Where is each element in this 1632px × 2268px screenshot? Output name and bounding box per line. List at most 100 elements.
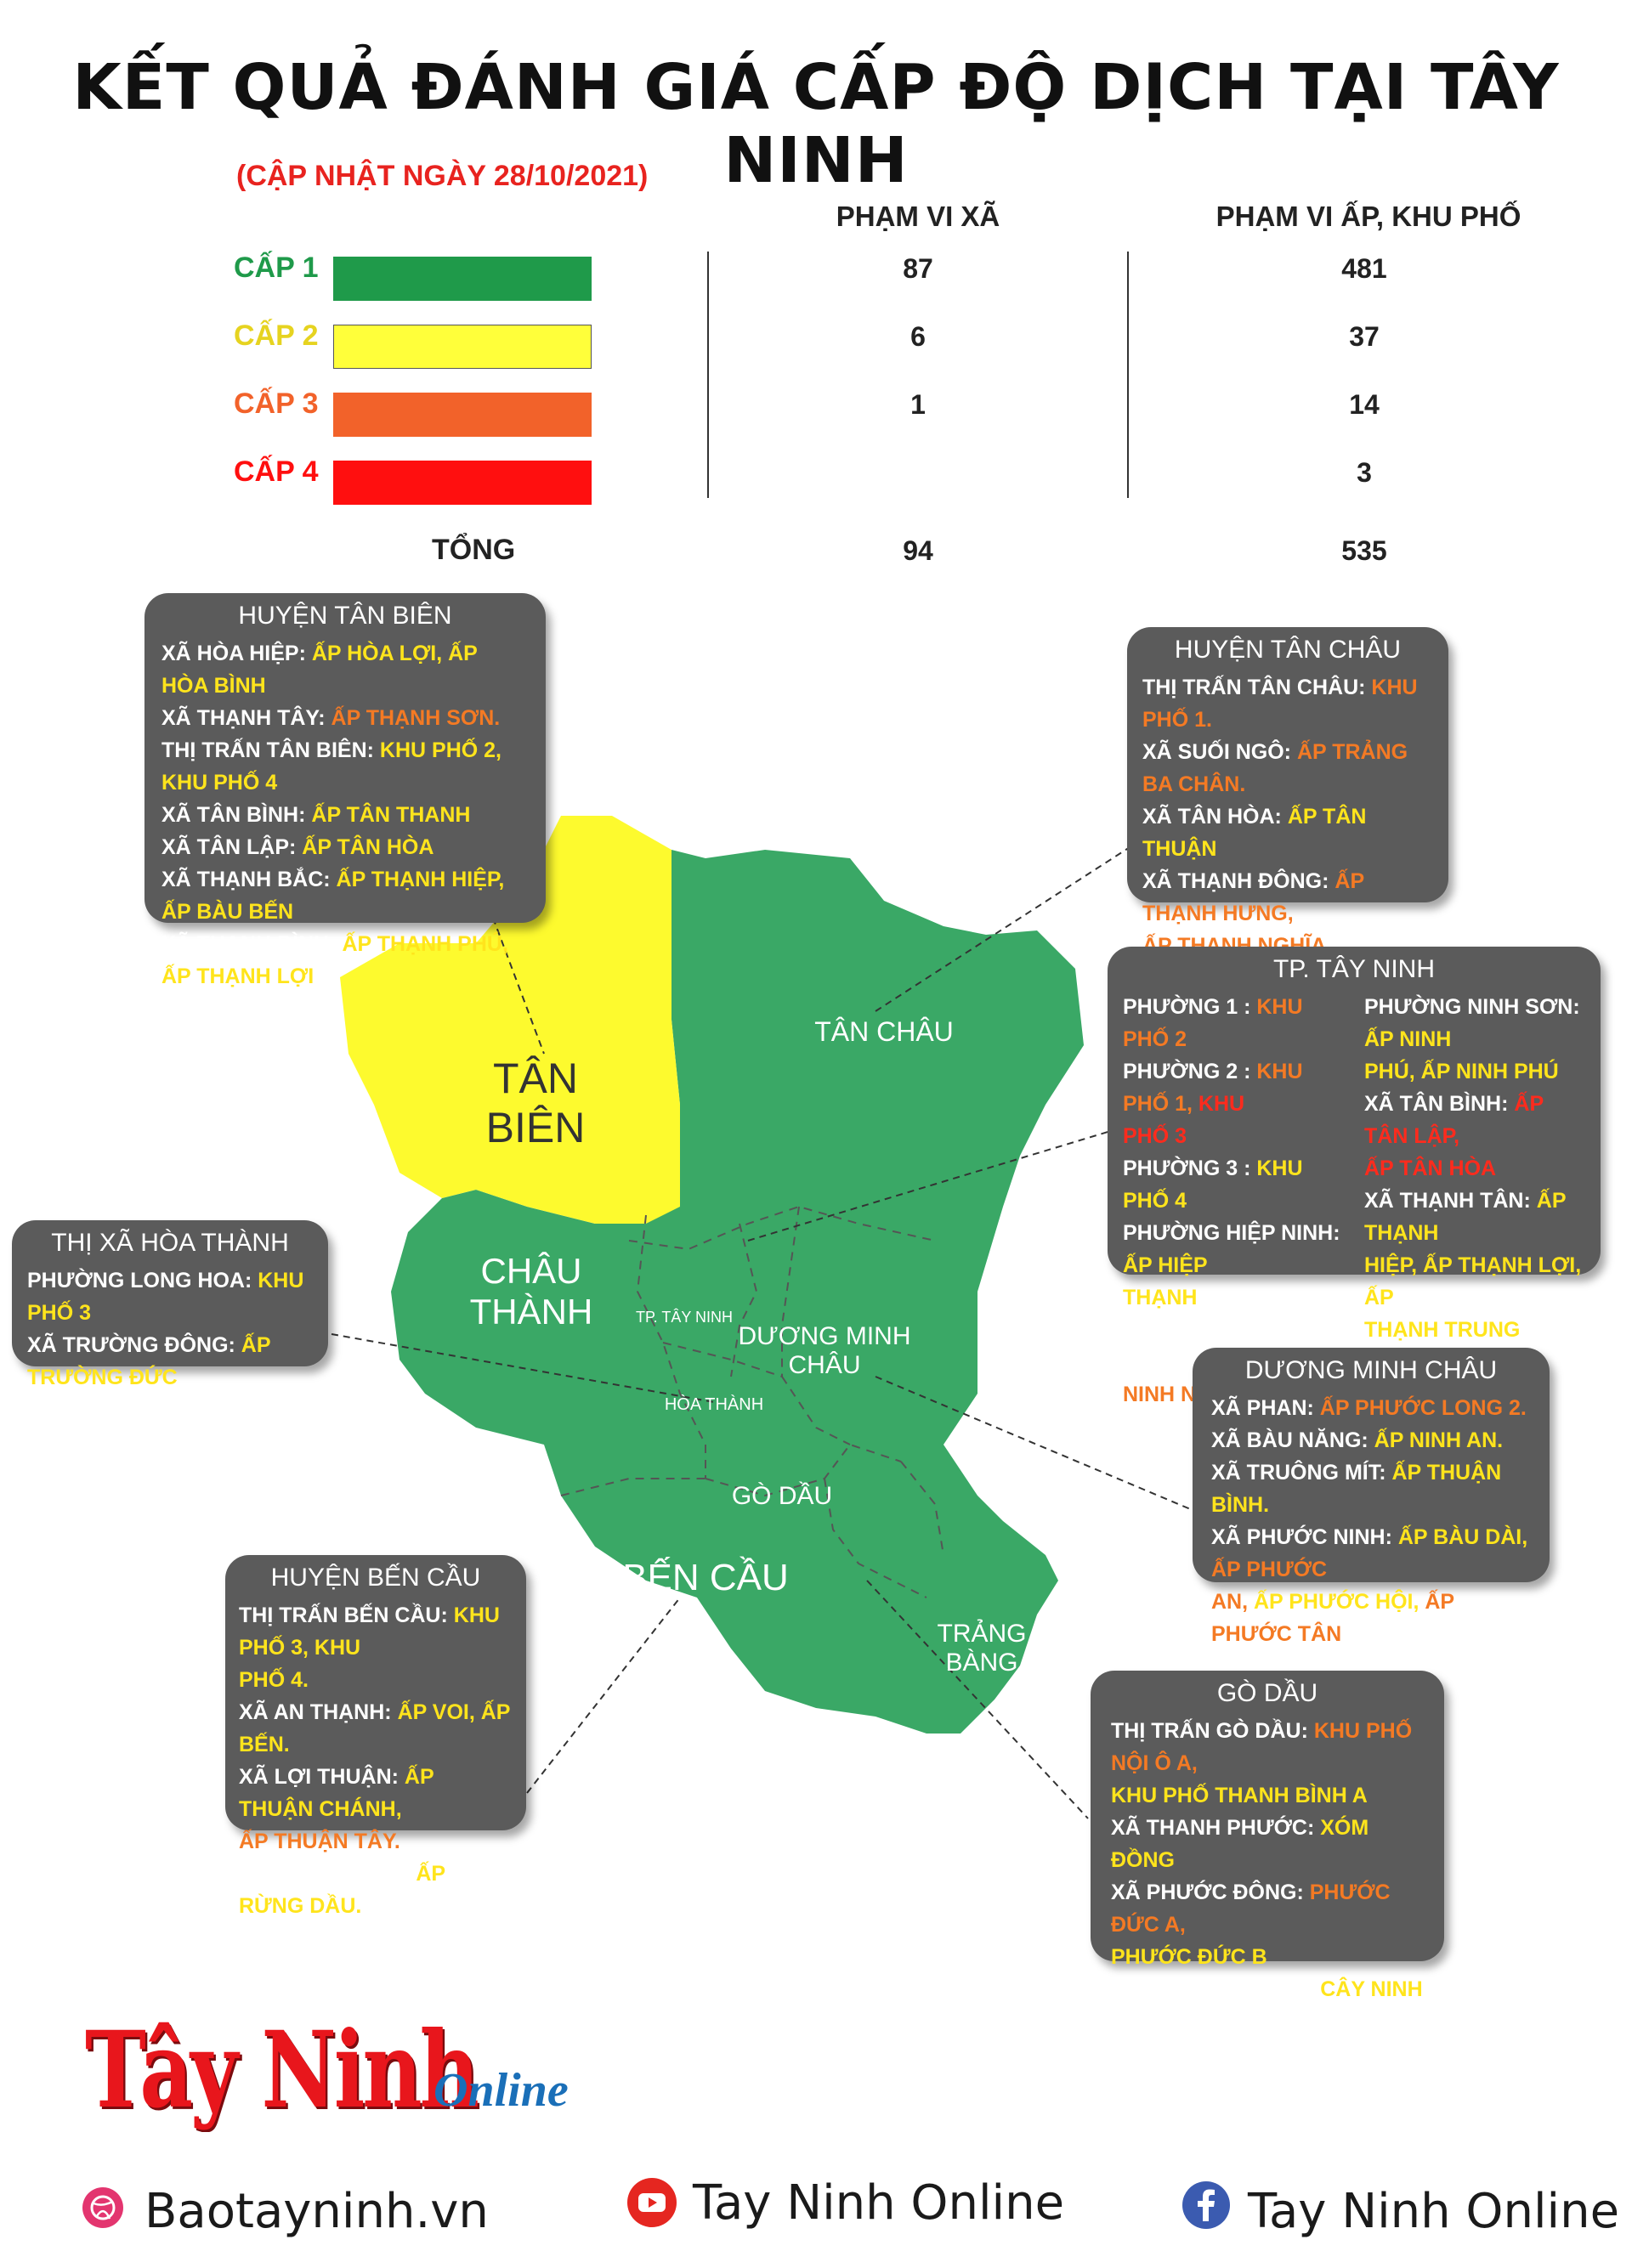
level-label: CẤP 2 [234,320,319,352]
panel-row: PHƯỜNG 2 : KHU PHỐ 1, KHU [1123,1055,1352,1120]
hamlet-name: ẤP TÂN THUẬN [1142,805,1367,861]
hamlet-name: ẤP PHƯỚC HỘI, [1254,1590,1425,1614]
hamlet-name: ẤP TRẢNG BA CHÂN. [1142,740,1408,796]
panel-row: XÃ TÂN BÌNH: ẤP TÂN THANH [162,799,529,831]
hamlet-name: KHU PHỐ 2 [1123,995,1303,1051]
level-hamlet-count: 481 [1341,253,1387,284]
panel-rows-left: PHƯỜNG 1 : KHU PHỐ 2 PHƯỜNG 2 : KHU PHỐ 1… [1123,991,1352,1411]
hamlet-name: THẠNH [1123,1286,1198,1309]
panel-row: THỊ TRẤN BẾN CẦU: KHU PHỐ 3, KHU [239,1599,513,1664]
hamlet-name: HIỆP, ẤP THẠNH LỢI, ẤP [1364,1253,1582,1309]
place-name: XÃ PHƯỚC TRẠCH: [1111,1977,1321,2001]
panel-row: XÃ THẠNH TÂN: ẤP THẠNH [1364,1185,1585,1249]
panel-row: XÃ TÂN HÒA: ẤP TÂN THUẬN [1142,800,1433,865]
hamlet-name: KHU PHỐ 3 [27,1269,304,1325]
map-label-line: TRẢNG [937,1620,1027,1648]
place-name: XÃ TÂN BÌNH: [162,803,312,827]
youtube-icon[interactable] [626,2177,677,2228]
hamlet-name: ẤP NINH [1364,1027,1452,1051]
place-name: THỊ TRẤN TÂN CHÂU: [1142,676,1372,699]
place-name: THỊ TRẤN BẾN CẦU: [239,1603,454,1627]
panel-row: XÃ LỢI THUẬN: ẤP THUẬN CHÁNH, [239,1761,513,1825]
level-hamlet-count: 37 [1349,321,1380,352]
divider [1127,252,1129,498]
place-name: THỊ TRẤN GÒ DẦU: [1111,1719,1314,1743]
logo-sub: Online [434,2064,569,2117]
place-name: XÃ HÒA HIỆP: [162,642,312,665]
youtube-link[interactable]: Tay Ninh Online [693,2175,1065,2231]
column-header-hamlet: PHẠM VI ẤP, KHU PHỐ [1216,201,1522,232]
panel-row: PHƯỜNG 3 : KHU PHỐ 4 [1123,1152,1352,1217]
hamlet-name: ẤP PHƯỚC TÂN [1211,1590,1454,1646]
panel-row: XÃ THẠNH ĐÔNG: ẤP THẠNH HƯNG, [1142,865,1433,930]
panel-row: XÃ TÂN LẬP: ẤP TÂN HÒA [162,831,529,863]
place-name: THỊ TRẤN TÂN BIÊN: [162,738,380,762]
hamlet-name: PHÚ, ẤP NINH PHÚ [1364,1060,1559,1083]
hamlet-name: ẤP NINH AN. [1374,1428,1504,1452]
hamlet-name: ẤP THẠNH PHÚ, ẤP THẠNH LỢI [162,932,508,988]
place-name: PHƯỜNG NINH THẠNH: [1123,1318,1278,1374]
place-name: XÃ TRƯỜNG ĐÔNG: [27,1333,241,1357]
panel-title: HUYỆN TÂN BIÊN [238,602,452,630]
level-color-swatch [333,257,592,301]
panel-row: PHƯỜNG LONG HOA: KHU PHỐ 3 [27,1264,313,1329]
panel-row: XÃ TIÊN THUẬN: ẤP RỪNG DẦU. [239,1858,513,1922]
hamlet-name: ẤP HIỆP [1123,1253,1208,1277]
hamlet-name: ẤP TÂN THANH [311,803,471,827]
panel-row: XÃ PHƯỚC NINH: ẤP BÀU DÀI, ẤP PHƯỚC [1211,1521,1531,1586]
hamlet-name: CÂY NINH [1320,1977,1423,2001]
panel-row: XÃ PHAN: ẤP PHƯỚC LONG 2. [1211,1392,1531,1424]
panel-row: THỊ TRẤN TÂN BIÊN: KHU PHỐ 2, KHU PHỐ 4 [162,734,529,799]
hamlet-name: KHU PHỐ 2, KHU PHỐ 4 [162,738,502,795]
map-regions [340,816,1084,1734]
total-label: TỔNG [432,534,516,566]
panel-row: XÃ AN THẠNH: ẤP VOI, ẤP BẾN. [239,1696,513,1761]
hamlet-name: KHU PHỐ 3, KHU [239,1603,500,1660]
level-color-swatch [333,393,592,437]
place-name: XÃ LỢI THUẬN: [239,1765,405,1789]
level-color-swatch [333,461,592,505]
panel-row: XÃ THẠNH BÌNH: ẤP THẠNH PHÚ, ẤP THẠNH LỢ… [162,928,529,993]
hamlet-name: ẤP HÒA LỢI, ẤP HÒA BÌNH [162,642,478,698]
hamlet-name: ẤP VOI, ẤP BẾN. [239,1700,511,1756]
hamlet-name: PHỐ 3 [1123,1124,1187,1148]
panel-rows: PHƯỜNG LONG HOA: KHU PHỐ 3 XÃ TRƯỜNG ĐÔNG… [27,1264,313,1394]
place-name: XÃ THẠNH BÌNH: [162,932,343,956]
panel-rows-right: PHƯỜNG NINH SƠN: ẤP NINH PHÚ, ẤP NINH PHÚ… [1364,991,1585,1411]
place-name: XÃ TÂN HÒA: [1142,805,1288,829]
panel-title: GÒ DẦU [1216,1679,1318,1707]
hamlet-name: ẤP THẠNH HIỆP, ẤP BÀU BẾN [162,868,505,924]
map-label-hoa-thanh: HÒA THÀNH [664,1395,764,1414]
panel-tan-bien: HUYỆN TÂN BIÊN XÃ HÒA HIỆP: ẤP HÒA LỢI, … [144,593,546,988]
divider [707,252,709,498]
level-label: CẤP 1 [234,252,319,284]
place-name: XÃ PHAN: [1211,1396,1320,1420]
leader-lines [331,840,1199,1819]
facebook-link[interactable]: Tay Ninh Online [1248,2184,1620,2239]
map-label-line: DƯƠNG MINH [738,1322,911,1350]
panel-row: XÃ PHƯỚC TRẠCH: CÂY NINH [1111,1973,1424,2005]
panel-title: THỊ XÃ HÒA THÀNH [51,1229,289,1257]
panel-row: PHỐ 3 [1123,1120,1352,1152]
panel-row: XÃ TRUÔNG MÍT: ẤP THUẬN BÌNH. [1211,1456,1531,1521]
update-date: (CẬP NHẬT NGÀY 28/10/2021) [236,160,649,192]
panel-row: THẠNH TRUNG [1364,1314,1585,1346]
hamlet-name: ẤP TRƯỜNG ĐỨC [27,1333,271,1389]
page-title: KẾT QUẢ ĐÁNH GIÁ CẤP ĐỘ DỊCH TẠI TÂY NIN… [72,51,1560,197]
facebook-icon[interactable] [1182,2180,1231,2230]
place-name: XÃ BÀU NĂNG: [1211,1428,1374,1452]
place-name: XÃ THẠNH BẮC: [162,868,337,891]
place-name: PHƯỜNG NINH SƠN: [1364,995,1580,1019]
level-hamlet-count: 3 [1357,457,1372,488]
map-label-tan-chau: TÂN CHÂU [814,1016,954,1047]
website-link[interactable]: Baotayninh.vn [144,2184,489,2239]
panel-tan-chau: HUYỆN TÂN CHÂU THỊ TRẤN TÂN CHÂU: KHU PH… [1127,627,1448,1055]
level-hamlet-count: 14 [1349,389,1380,420]
place-name: PHƯỜNG HIỆP NINH: [1123,1221,1340,1245]
panel-rows: THỊ TRẤN BẾN CẦU: KHU PHỐ 3, KHU PHỐ 4. XÃ… [239,1599,513,1922]
hamlet-name: ẤP THUẬN TÂY. [239,1830,400,1853]
map-label-line: THÀNH [469,1292,593,1332]
map-label-go-dau: GÒ DẦU [731,1482,833,1510]
dribbble-icon[interactable] [82,2186,124,2229]
